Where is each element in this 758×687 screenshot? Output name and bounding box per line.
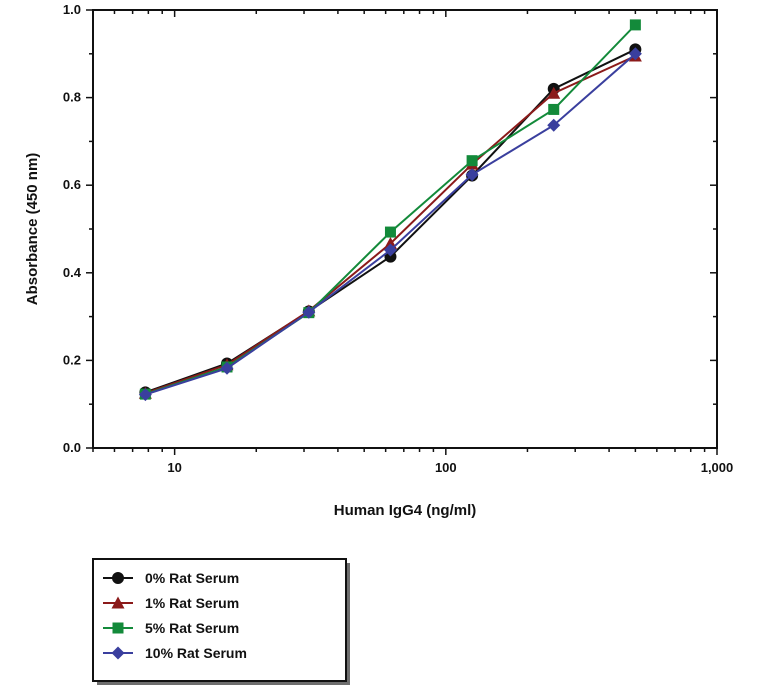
legend-label: 10% Rat Serum <box>145 645 247 661</box>
y-tick-label: 0.6 <box>63 177 81 192</box>
data-point <box>384 226 396 238</box>
y-axis-title: Absorbance (450 nm) <box>24 153 41 306</box>
x-tick-label: 100 <box>435 460 457 475</box>
data-point <box>466 155 478 167</box>
data-point <box>302 305 316 319</box>
data-point <box>628 47 642 61</box>
data-point <box>548 103 560 115</box>
data-point <box>138 388 152 402</box>
legend-label: 1% Rat Serum <box>145 595 239 611</box>
y-tick-label: 0.2 <box>63 352 81 367</box>
series-layer <box>138 19 642 402</box>
y-tick-label: 0.8 <box>63 90 81 105</box>
legend-marker <box>111 646 125 660</box>
series-triangle <box>138 49 642 399</box>
legend: 0% Rat Serum 1% Rat Serum 5% Rat Serum 10% … <box>92 558 350 685</box>
legend-item: 1% Rat Serum <box>103 595 239 611</box>
axes: 0.0 0.2 0.4 0.6 0.8 1.0 10 100 1,000 <box>63 2 733 475</box>
data-point <box>220 361 234 375</box>
y-tick-label: 0.0 <box>63 440 81 455</box>
series-line <box>145 24 637 396</box>
x-axis-title: Human IgG4 (ng/ml) <box>334 502 477 519</box>
legend-item: 10% Rat Serum <box>103 645 247 661</box>
legend-marker <box>111 596 125 609</box>
y-tick-label: 1.0 <box>63 2 81 17</box>
legend-item: 5% Rat Serum <box>103 620 239 636</box>
series-line <box>145 53 637 396</box>
series-diamond <box>138 47 642 402</box>
data-point <box>629 19 641 31</box>
data-point <box>547 118 561 132</box>
data-point <box>383 243 397 257</box>
data-point <box>547 86 561 99</box>
series-square <box>139 19 641 400</box>
legend-label: 5% Rat Serum <box>145 620 239 636</box>
data-point <box>465 168 479 182</box>
x-tick-label: 10 <box>167 460 181 475</box>
y-tick-label: 0.4 <box>63 265 82 280</box>
x-tick-label: 1,000 <box>701 460 734 475</box>
legend-box <box>92 558 347 682</box>
legend-marker <box>112 622 124 634</box>
legend-marker <box>112 572 124 584</box>
legend-item: 0% Rat Serum <box>103 570 239 586</box>
legend-label: 0% Rat Serum <box>145 570 239 586</box>
series-line <box>145 55 636 395</box>
